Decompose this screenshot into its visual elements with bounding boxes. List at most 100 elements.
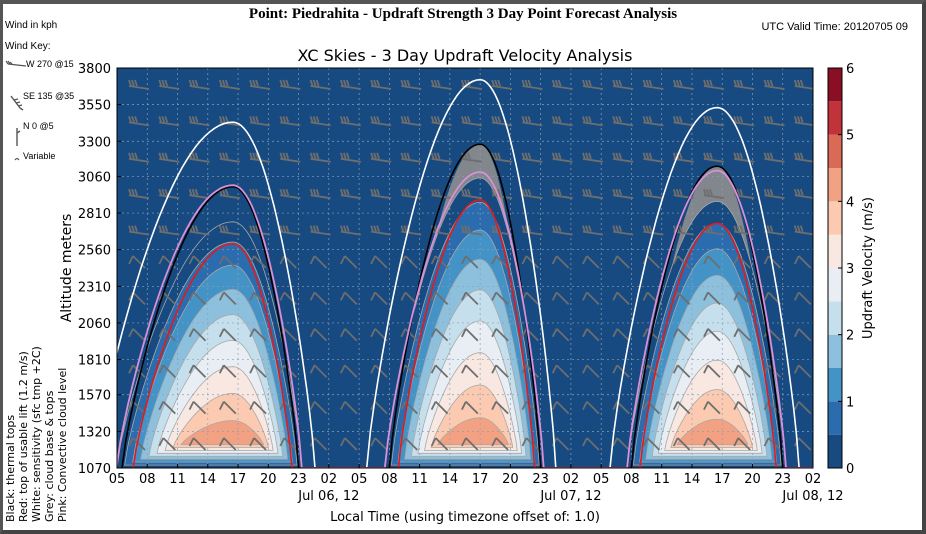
barb-flag	[739, 152, 744, 160]
utc-valid-time: UTC Valid Time: 20120705 09	[761, 21, 908, 33]
barb-flag	[521, 225, 526, 232]
barb-shaft	[434, 437, 449, 451]
colorbar-tick-label: 6	[846, 62, 854, 77]
barb-flag	[188, 328, 195, 338]
barb-flag	[557, 116, 562, 123]
barb-shaft	[798, 255, 812, 269]
barb-flag	[224, 79, 229, 87]
barb-flag	[194, 152, 199, 160]
wind-barb	[128, 225, 150, 236]
wind-barb	[400, 152, 422, 163]
barb-shaft	[673, 85, 694, 90]
barb-flag	[554, 79, 559, 87]
barb-flag	[188, 255, 195, 265]
barb-flag	[309, 79, 314, 87]
barb-flag	[430, 116, 435, 123]
barb-flag	[796, 79, 801, 87]
barb-flag	[339, 116, 344, 123]
barb-flag	[582, 364, 588, 374]
barb-shaft	[677, 291, 691, 306]
barb-shaft	[552, 194, 573, 200]
wind-barb	[430, 255, 449, 269]
barb-flag	[642, 328, 649, 338]
barb-shaft	[461, 230, 483, 236]
barb-flag	[588, 116, 592, 123]
barb-shaft	[132, 291, 146, 306]
wind-barb	[128, 328, 146, 342]
barb-flag	[706, 152, 710, 160]
barb-flag	[825, 116, 827, 122]
wind-barb	[158, 152, 180, 163]
barb-flag	[309, 291, 316, 301]
wind-barb	[249, 188, 271, 200]
barb-flag	[400, 225, 405, 232]
wind-barb	[128, 437, 146, 451]
barb-flag	[733, 79, 738, 87]
barb-flag	[164, 79, 169, 87]
barb-shaft	[798, 328, 812, 342]
wind-barb	[218, 328, 237, 342]
barb-flag	[675, 188, 680, 196]
barb-shaft	[737, 328, 751, 342]
barb-flag	[221, 79, 226, 87]
barb-flag	[128, 116, 132, 123]
x-tick-label: 11	[411, 472, 428, 487]
barb-shaft	[159, 121, 180, 127]
barb-shaft	[522, 121, 543, 127]
barb-flag	[585, 116, 589, 123]
barb-shaft	[434, 364, 449, 378]
barb-flag	[825, 80, 827, 86]
barb-flag	[249, 437, 255, 447]
barb-flag	[642, 152, 647, 160]
barb-flag	[218, 116, 223, 123]
barb-shaft	[344, 400, 358, 415]
barb-flag	[588, 225, 592, 232]
y-tick-label: 2310	[78, 280, 111, 295]
barb-flag	[763, 364, 770, 374]
wind-barb	[188, 188, 210, 200]
barb-shaft	[613, 157, 634, 163]
wind-barb	[188, 116, 210, 127]
barb-shaft	[280, 230, 301, 236]
barb-flag	[461, 225, 465, 232]
barb-flag	[497, 116, 501, 123]
wind-barb	[430, 437, 449, 451]
barb-flag	[733, 291, 740, 301]
colorbar-tick-label: 1	[846, 395, 854, 410]
wind-barb	[249, 437, 267, 451]
ccl-line	[117, 169, 813, 468]
barb-flag	[825, 226, 827, 232]
barb-flag	[706, 79, 710, 87]
barb-flag	[370, 255, 376, 265]
barb-flag	[763, 188, 768, 196]
barb-flag	[703, 437, 709, 447]
wind-barb	[249, 116, 271, 127]
barb-flag	[312, 188, 317, 196]
barb-flag	[672, 401, 679, 411]
barb-flag	[315, 116, 320, 123]
barb-flag	[703, 401, 709, 411]
wind-barb	[339, 188, 361, 200]
barb-flag	[672, 255, 679, 265]
wind-barb	[793, 328, 812, 342]
wind-barb	[279, 79, 301, 90]
wind-barb	[128, 255, 146, 269]
barb-flag	[158, 79, 163, 87]
barb-shaft	[707, 400, 721, 415]
barb-flag	[524, 188, 529, 196]
barb-flag	[612, 116, 617, 123]
barb-flag	[491, 152, 495, 160]
barb-shaft	[465, 400, 479, 415]
colorbar-tick-label: 0	[846, 462, 854, 477]
barb-shaft	[491, 157, 513, 163]
barb-flag	[799, 116, 804, 123]
barb-shaft	[310, 194, 331, 200]
barb-flag	[551, 188, 556, 196]
barb-shaft	[340, 85, 361, 90]
barb-flag	[551, 291, 558, 301]
barb-flag	[612, 328, 618, 338]
wind-barb	[461, 188, 483, 200]
barb-shaft	[404, 364, 418, 378]
barb-flag	[158, 116, 163, 123]
wind-barb	[309, 188, 331, 200]
